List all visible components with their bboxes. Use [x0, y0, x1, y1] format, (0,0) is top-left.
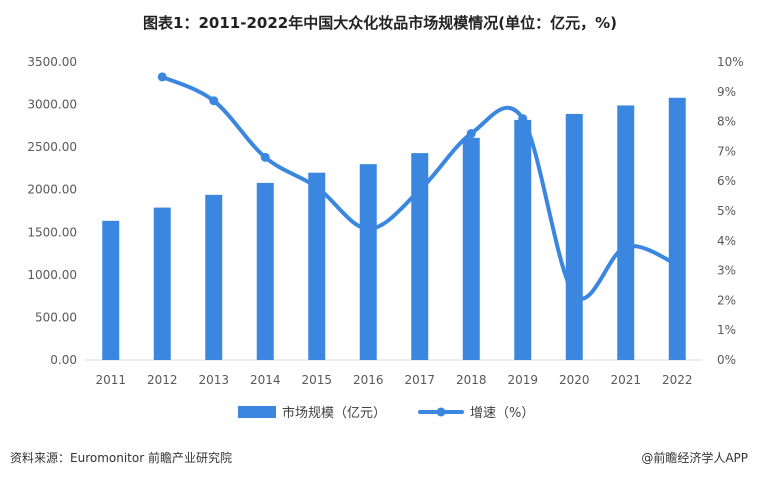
- growth-point: [157, 72, 167, 82]
- growth-point: [260, 152, 270, 162]
- bar: [514, 119, 532, 360]
- bar: [153, 207, 171, 360]
- growth-point: [363, 224, 373, 234]
- y-left-tick-label: 2500.00: [27, 140, 77, 154]
- y-left-tick-label: 3500.00: [27, 55, 77, 69]
- y-right-tick-label: 3%: [717, 264, 736, 278]
- bar: [565, 113, 583, 361]
- growth-point: [621, 242, 631, 252]
- x-tick-label: 2021: [610, 373, 641, 387]
- x-tick-label: 2016: [353, 373, 384, 387]
- legend-line-label: 增速（%）: [470, 406, 534, 421]
- bar: [205, 194, 223, 360]
- growth-point: [415, 185, 425, 195]
- x-tick-label: 2014: [250, 373, 281, 387]
- y-right-tick-label: 7%: [717, 144, 736, 158]
- y-right-tick-label: 6%: [717, 174, 736, 188]
- y-right-tick-label: 0%: [717, 353, 736, 367]
- bar: [668, 97, 686, 360]
- legend-line-marker: [436, 407, 446, 417]
- y-left-tick-label: 1000.00: [27, 268, 77, 282]
- bar: [411, 153, 429, 360]
- chart-title: 图表1：2011-2022年中国大众化妆品市场规模情况(单位：亿元，%): [143, 14, 617, 32]
- x-tick-label: 2022: [662, 373, 693, 387]
- y-right-tick-label: 4%: [717, 234, 736, 248]
- y-left-tick-label: 500.00: [35, 310, 77, 324]
- y-left-tick-label: 0.00: [50, 353, 77, 367]
- bar: [256, 182, 274, 360]
- growth-point: [312, 182, 322, 192]
- y-right-tick-label: 5%: [717, 204, 736, 218]
- y-right-tick-label: 8%: [717, 115, 736, 129]
- x-tick-label: 2011: [95, 373, 126, 387]
- growth-point: [672, 260, 682, 270]
- growth-line: [160, 74, 680, 301]
- legend-bar-label: 市场规模（亿元）: [282, 405, 386, 421]
- y-left-tick-label: 1500.00: [27, 225, 77, 239]
- x-tick-label: 2015: [301, 373, 332, 387]
- x-tick-label: 2020: [559, 373, 590, 387]
- bar: [617, 105, 635, 361]
- y-right-tick-label: 2%: [717, 293, 736, 307]
- y-left-tick-label: 2000.00: [27, 183, 77, 197]
- y-right-tick-label: 1%: [717, 323, 736, 337]
- legend-bar-swatch: [238, 406, 276, 418]
- x-tick-label: 2017: [404, 373, 435, 387]
- x-tick-label: 2019: [507, 373, 538, 387]
- growth-point: [209, 96, 219, 106]
- y-right-tick-label: 9%: [717, 85, 736, 99]
- x-tick-label: 2018: [456, 373, 487, 387]
- y-left-tick-label: 3000.00: [27, 98, 77, 112]
- x-tick-label: 2013: [198, 373, 229, 387]
- x-tick-label: 2012: [147, 373, 178, 387]
- bar: [102, 220, 120, 360]
- source-note: 资料来源：Euromonitor 前瞻产业研究院: [10, 451, 232, 465]
- y-right-tick-label: 10%: [717, 55, 744, 69]
- bar: [359, 164, 377, 360]
- brand-credit: @前瞻经济学人APP: [641, 451, 748, 465]
- bar: [462, 137, 480, 360]
- bar: [308, 172, 326, 360]
- growth-point: [466, 129, 476, 139]
- growth-point: [569, 289, 579, 299]
- growth-point: [518, 114, 528, 124]
